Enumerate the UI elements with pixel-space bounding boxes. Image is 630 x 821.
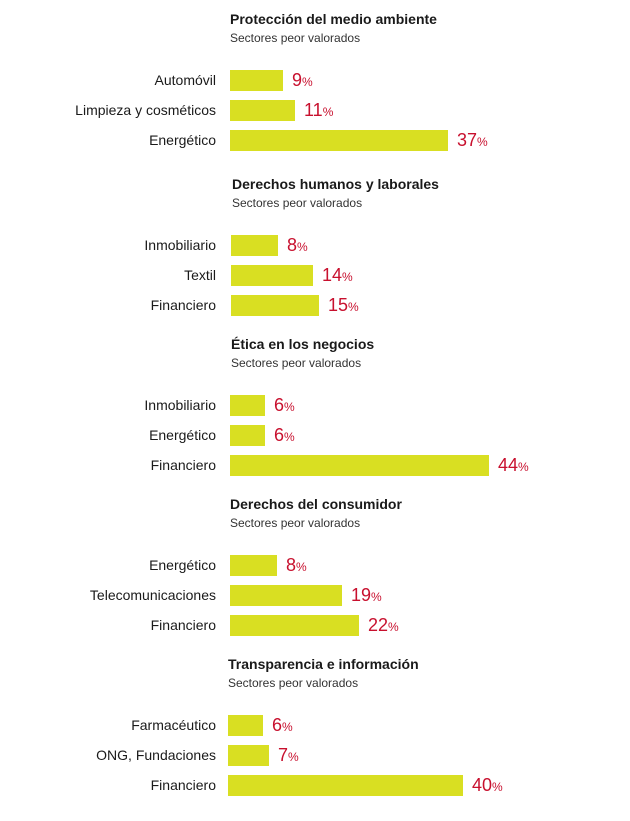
category-label: Financiero	[150, 297, 216, 313]
chart-title: Transparencia e información	[228, 656, 419, 672]
bar	[230, 615, 359, 636]
value-label: 22%	[368, 615, 399, 636]
value-label: 15%	[328, 295, 359, 316]
bar	[230, 585, 342, 606]
value-number: 19	[351, 585, 372, 605]
chart-subtitle: Sectores peor valorados	[230, 516, 361, 530]
value-label: 6%	[274, 395, 295, 416]
value-label: 44%	[498, 455, 529, 476]
value-number: 37	[457, 130, 478, 150]
chart-title: Derechos humanos y laborales	[232, 176, 439, 192]
value-number: 40	[472, 775, 493, 795]
category-label: Telecomunicaciones	[89, 587, 216, 603]
value-number: 7	[278, 745, 289, 765]
value-number: 8	[287, 235, 298, 255]
chart-title: Protección del medio ambiente	[230, 11, 437, 27]
chart-title: Ética en los negocios	[231, 336, 375, 352]
value-number: 6	[274, 395, 285, 415]
value-label: 7%	[278, 745, 299, 766]
value-unit: %	[342, 270, 353, 284]
bar	[230, 100, 295, 121]
chart-section: Ética en los negocios Sectores peor valor…	[0, 325, 630, 485]
chart-subtitle: Sectores peor valorados	[228, 676, 359, 690]
value-unit: %	[492, 780, 503, 794]
chart-subtitle: Sectores peor valorados	[230, 31, 361, 45]
bar	[230, 455, 489, 476]
bar	[228, 715, 263, 736]
bar	[230, 425, 265, 446]
value-number: 6	[274, 425, 285, 445]
chart-section: Transparencia e información Sectores peor…	[0, 645, 630, 805]
value-label: 6%	[272, 715, 293, 736]
value-number: 22	[368, 615, 389, 635]
value-label: 19%	[351, 585, 382, 606]
value-unit: %	[284, 430, 295, 444]
value-label: 6%	[274, 425, 295, 446]
bar	[230, 555, 277, 576]
bar	[228, 775, 463, 796]
chart-subtitle: Sectores peor valorados	[232, 196, 363, 210]
value-unit: %	[518, 460, 529, 474]
category-label: Energético	[149, 427, 216, 443]
value-label: 8%	[286, 555, 307, 576]
category-label: Automóvil	[154, 72, 216, 88]
value-unit: %	[477, 135, 488, 149]
value-label: 8%	[287, 235, 308, 256]
value-label: 14%	[322, 265, 353, 286]
category-label: Inmobiliario	[144, 397, 216, 413]
value-unit: %	[284, 400, 295, 414]
bar	[230, 70, 283, 91]
value-label: 9%	[292, 70, 313, 91]
chart-section: Protección del medio ambiente Sectores pe…	[0, 0, 630, 160]
value-number: 9	[292, 70, 303, 90]
value-label: 11%	[304, 100, 333, 121]
value-unit: %	[288, 750, 299, 764]
bar	[231, 265, 313, 286]
category-label: Farmacéutico	[131, 717, 216, 733]
category-label: Energético	[149, 557, 216, 573]
value-number: 11	[304, 100, 323, 120]
category-label: ONG, Fundaciones	[96, 747, 216, 763]
category-label: Energético	[149, 132, 216, 148]
value-number: 8	[286, 555, 297, 575]
chart-section: Derechos del consumidor Sectores peor val…	[0, 485, 630, 645]
category-label: Financiero	[150, 457, 216, 473]
category-label: Financiero	[150, 777, 216, 793]
bar	[230, 395, 265, 416]
bar	[228, 745, 269, 766]
category-label: Financiero	[150, 617, 216, 633]
value-label: 37%	[457, 130, 488, 151]
value-unit: %	[388, 620, 399, 634]
value-unit: %	[348, 300, 359, 314]
bar	[231, 235, 278, 256]
value-unit: %	[302, 75, 313, 89]
chart-title: Derechos del consumidor	[230, 496, 402, 512]
value-number: 14	[322, 265, 343, 285]
category-label: Limpieza y cosméticos	[75, 102, 216, 118]
bar	[231, 295, 319, 316]
value-number: 44	[498, 455, 519, 475]
category-label: Inmobiliario	[144, 237, 216, 253]
value-unit: %	[371, 590, 382, 604]
chart-subtitle: Sectores peor valorados	[231, 356, 362, 370]
value-number: 15	[328, 295, 349, 315]
value-unit: %	[296, 560, 307, 574]
bar	[230, 130, 448, 151]
chart-section: Derechos humanos y laborales Sectores peo…	[0, 165, 630, 325]
category-label: Textil	[184, 267, 216, 283]
value-label: 40%	[472, 775, 503, 796]
value-number: 6	[272, 715, 283, 735]
value-unit: %	[322, 105, 334, 119]
value-unit: %	[297, 240, 308, 254]
value-unit: %	[282, 720, 293, 734]
